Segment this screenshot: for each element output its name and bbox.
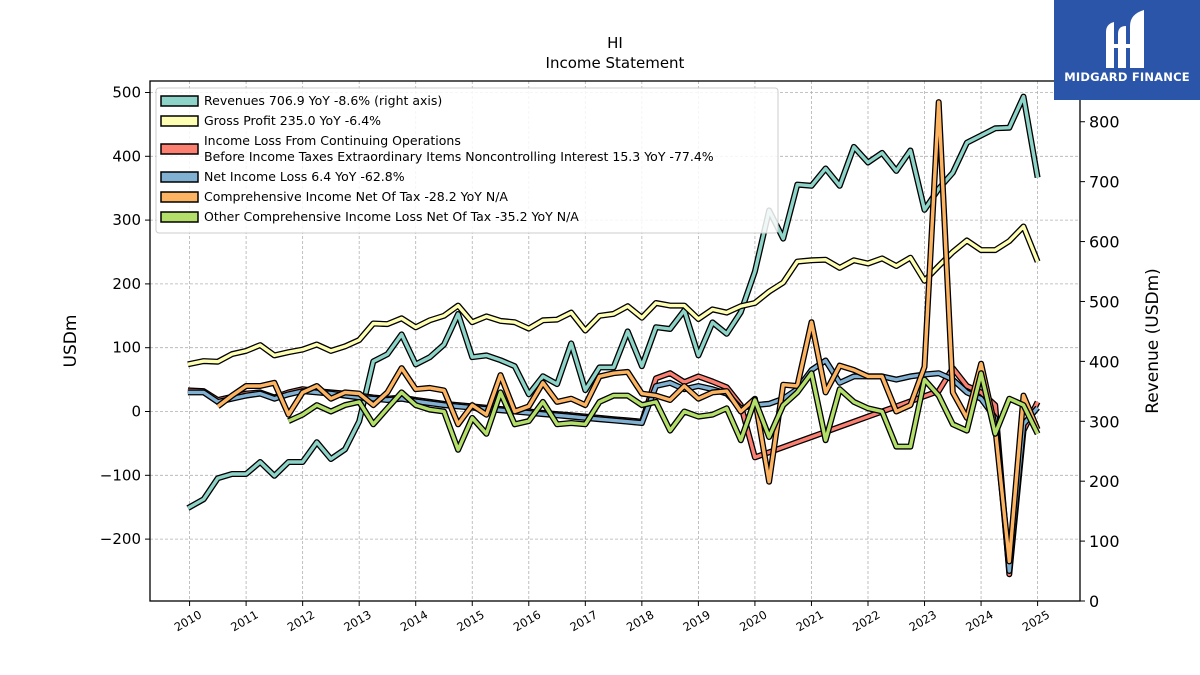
legend-swatch [160, 171, 199, 183]
series-line [216, 100, 1040, 564]
y-tick-label-left: −100 [100, 466, 141, 484]
legend-entry: Other Comprehensive Income Loss Net Of T… [204, 209, 579, 224]
x-tick-label: 2014 [398, 607, 430, 634]
y-axis-label-left: USDm [61, 315, 81, 368]
x-tick-label: 2016 [511, 607, 543, 634]
plot-series [186, 93, 1041, 578]
y-tick-label-left: −200 [100, 530, 141, 548]
logo-mark-icon [1106, 10, 1144, 68]
x-tick-label: 2015 [454, 607, 486, 634]
x-tick-label: 2023 [907, 607, 939, 634]
x-tick-label: 2022 [850, 607, 882, 634]
y-tick-label-left: 200 [112, 275, 141, 293]
series-line [187, 94, 1040, 510]
legend-entry: Income Loss From Continuing Operations Be… [204, 133, 714, 164]
x-tick-label: 2019 [681, 607, 713, 634]
y-tick-label-left: 400 [112, 147, 141, 165]
legend-entry: Revenues 706.9 YoY -8.6% (right axis) [204, 93, 442, 108]
legend-entry: Comprehensive Income Net Of Tax -28.2 Yo… [204, 189, 508, 204]
legend-swatch [160, 143, 199, 155]
series-line [287, 371, 1040, 452]
y-tick-label-right: 800 [1089, 113, 1120, 132]
legend-swatch [160, 115, 199, 127]
y-tick-label-right: 600 [1089, 233, 1120, 252]
y-tick-label-left: 100 [112, 339, 141, 357]
x-tick-label: 2011 [228, 607, 260, 634]
y-tick-label-left: 0 [131, 403, 141, 421]
x-tick-label: 2025 [1020, 607, 1052, 634]
y-tick-label-right: 100 [1089, 532, 1120, 551]
y-tick-label-right: 200 [1089, 472, 1120, 491]
y-tick-label-right: 500 [1089, 292, 1120, 311]
x-tick-label: 2012 [285, 607, 317, 634]
legend-entry: Gross Profit 235.0 YoY -6.4% [204, 113, 381, 128]
y-tick-label-right: 700 [1089, 173, 1120, 192]
series-line [187, 224, 1040, 366]
x-tick-label: 2013 [341, 607, 373, 634]
brand-name: MIDGARD FINANCE [1064, 70, 1190, 84]
legend-entry: Net Income Loss 6.4 YoY -62.8% [204, 169, 405, 184]
y-tick-label-left: 500 [112, 83, 141, 101]
x-tick-label: 2018 [624, 607, 656, 634]
x-tick-label: 2010 [172, 607, 204, 634]
chart-title: HI [607, 34, 623, 52]
y-tick-label-left: 300 [112, 211, 141, 229]
y-tick-label-right: 300 [1089, 412, 1120, 431]
y-tick-label-right: 400 [1089, 352, 1120, 371]
y-axis-label-right: Revenue (USDm) [1143, 268, 1163, 414]
legend-swatch [160, 191, 199, 203]
legend: Revenues 706.9 YoY -8.6% (right axis) Gro… [155, 87, 779, 234]
plot-frame [149, 80, 1081, 602]
x-tick-label: 2024 [963, 607, 995, 634]
series-line [187, 358, 1039, 573]
x-tick-label: 2021 [794, 607, 826, 634]
x-tick-label: 2017 [567, 607, 599, 634]
brand-logo: MIDGARD FINANCE [1054, 0, 1200, 100]
legend-swatch [160, 211, 199, 223]
chart-subtitle: Income Statement [546, 54, 685, 72]
legend-swatch [160, 95, 199, 107]
legend-box [155, 87, 779, 234]
x-tick-label: 2020 [737, 607, 769, 634]
y-tick-label-right: 0 [1089, 592, 1099, 611]
